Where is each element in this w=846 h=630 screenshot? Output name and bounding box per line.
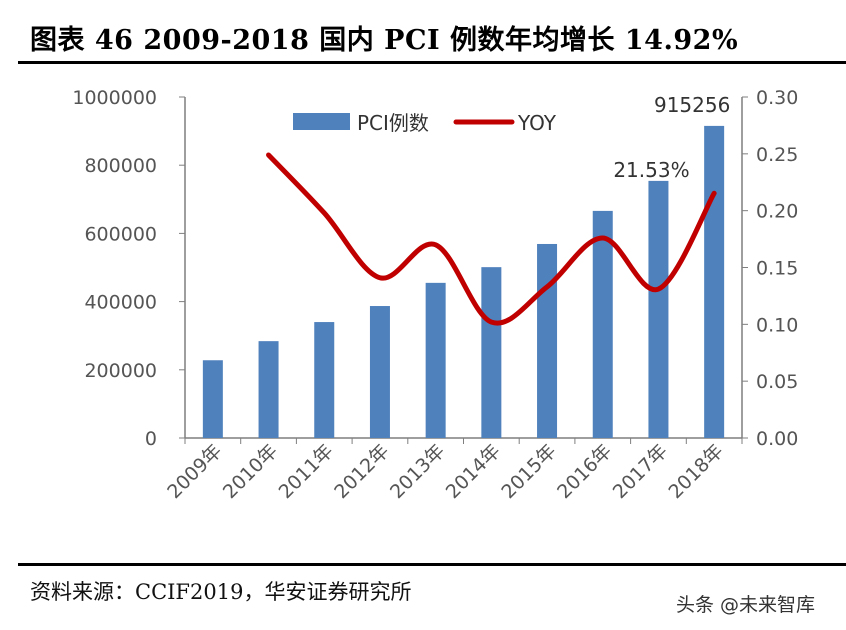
bar-value-label: 915256 — [654, 93, 730, 117]
watermark: 头条 @未来智库 — [676, 594, 816, 616]
left-tick-label: 1000000 — [72, 87, 157, 109]
source-note: 资料来源：CCIF2019，华安证券研究所 — [30, 580, 412, 604]
right-tick-label: 0.00 — [756, 428, 798, 450]
yoy-value-label: 21.53% — [613, 158, 689, 182]
bar-pci-2013年 — [425, 282, 446, 438]
x-tick-label: 2018年 — [664, 440, 727, 503]
left-tick-label: 600000 — [84, 223, 157, 245]
bar-pci-2012年 — [369, 306, 390, 438]
x-tick-label: 2015年 — [497, 440, 560, 503]
left-tick-label: 200000 — [84, 360, 157, 382]
x-tick-label: 2013年 — [386, 440, 449, 503]
bar-pci-2011年 — [314, 322, 335, 438]
bar-pci-2014年 — [481, 267, 502, 438]
right-tick-label: 0.05 — [756, 371, 798, 393]
left-tick-label: 0 — [145, 428, 157, 450]
legend-yoy-label: YOY — [517, 111, 557, 135]
right-tick-label: 0.15 — [756, 258, 798, 280]
x-tick-label: 2010年 — [219, 440, 282, 503]
chart-title: 图表 46 2009-2018 国内 PCI 例数年均增长 14.92% — [30, 25, 739, 56]
bar-pci-2018年 — [704, 125, 725, 438]
x-tick-label: 2009年 — [163, 440, 226, 503]
bar-pci-2017年 — [648, 180, 669, 439]
legend-pci-label: PCI例数 — [357, 111, 429, 135]
x-tick-label: 2011年 — [275, 440, 338, 503]
x-tick-label: 2014年 — [442, 440, 505, 503]
legend-pci-swatch — [293, 113, 350, 130]
right-tick-label: 0.20 — [756, 201, 798, 223]
bar-pci-2010年 — [258, 341, 279, 438]
left-tick-label: 400000 — [84, 292, 157, 314]
x-tick-label: 2012年 — [330, 440, 393, 503]
x-tick-label: 2016年 — [553, 440, 616, 503]
right-tick-label: 0.25 — [756, 144, 798, 166]
right-tick-label: 0.30 — [756, 87, 798, 109]
left-tick-label: 800000 — [84, 155, 157, 177]
right-tick-label: 0.10 — [756, 314, 798, 336]
bar-pci-2016年 — [592, 210, 613, 438]
bar-pci-2015年 — [537, 243, 558, 438]
bar-pci-2009年 — [202, 360, 223, 438]
chart-canvas: 0 200000 400000 600000 800000 1000000 0.00 0.05… — [72, 87, 798, 503]
x-tick-label: 2017年 — [609, 440, 672, 503]
title-divider — [18, 61, 846, 64]
source-divider — [18, 563, 846, 566]
